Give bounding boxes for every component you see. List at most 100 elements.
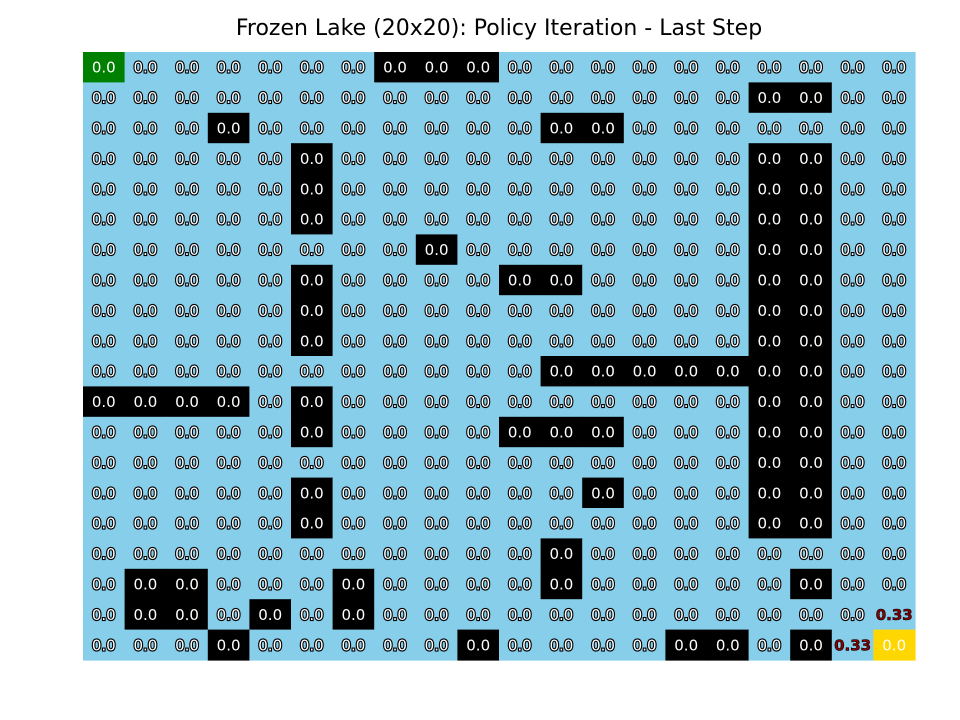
frozen-cell — [457, 143, 500, 175]
hole-cell — [582, 416, 625, 448]
frozen-cell — [207, 568, 250, 600]
cell-value-label: 0.0 — [466, 332, 490, 350]
frozen-cell — [332, 629, 375, 661]
cell-value-label: 0.0 — [258, 484, 282, 502]
cell-value-label: 0.0 — [591, 332, 615, 350]
cell-value-label: 0.0 — [633, 576, 657, 594]
cell-value-label: 0.0 — [716, 576, 740, 594]
hole-cell — [748, 82, 791, 114]
frozen-cell — [166, 52, 209, 83]
frozen-cell — [332, 264, 375, 296]
frozen-cell — [332, 204, 375, 235]
frozen-cell — [457, 508, 500, 539]
frozen-cell — [748, 599, 791, 631]
cell-value-label: 0.0 — [841, 545, 865, 563]
cell-value-label: 0.0 — [591, 454, 615, 472]
cell-value-label: 0.0 — [133, 302, 157, 320]
frozen-cell — [291, 52, 334, 83]
cell-value-label: 0.0 — [882, 89, 906, 107]
frozen-cell — [291, 112, 334, 144]
frozen-cell — [623, 295, 666, 327]
frozen-cell — [83, 112, 126, 144]
frozen-cell — [499, 143, 542, 175]
frozen-cell — [873, 447, 916, 479]
cell-value-label: 0.0 — [508, 241, 532, 259]
frozen-cell — [623, 416, 666, 448]
cell-value-label: 0.0 — [425, 545, 449, 563]
cell-value-label: 0.0 — [757, 576, 781, 594]
hole-cell — [623, 356, 666, 387]
cell-value-label: 0.33 — [834, 636, 871, 654]
frozen-cell — [831, 234, 874, 266]
cell-value-label: 0.0 — [217, 180, 241, 198]
cell-value-label: 0.0 — [466, 484, 490, 502]
hole-cell — [582, 112, 625, 144]
cell-value-label: 0.0 — [508, 606, 532, 624]
frozen-cell — [83, 538, 126, 570]
frozen-cell — [831, 325, 874, 357]
cell-value-label: 0.0 — [882, 363, 906, 381]
frozen-cell — [207, 599, 250, 631]
frozen-cell — [374, 477, 417, 509]
frozen-cell — [582, 568, 625, 600]
frozen-cell — [166, 538, 209, 570]
hole-cell — [291, 204, 334, 235]
cell-value-label: 0.0 — [799, 484, 823, 502]
cell-value-label: 0.0 — [258, 180, 282, 198]
frozen-cell — [831, 416, 874, 448]
cell-value-label: 0.0 — [383, 363, 407, 381]
cell-value-label: 0.0 — [757, 424, 781, 442]
frozen-cell — [83, 416, 126, 448]
frozen-cell — [291, 599, 334, 631]
frozen-cell — [415, 508, 458, 539]
frozen-cell — [166, 356, 209, 387]
cell-value-label: 0.0 — [258, 150, 282, 168]
frozen-cell — [291, 447, 334, 479]
hole-cell — [748, 204, 791, 235]
hole-cell — [790, 416, 833, 448]
cell-value-label: 0.0 — [882, 180, 906, 198]
frozen-cell — [415, 599, 458, 631]
chart-title: Frozen Lake (20x20): Policy Iteration - … — [235, 16, 763, 41]
frozen-cell — [457, 264, 500, 296]
cell-value-label: 0.0 — [300, 59, 324, 77]
frozen-cell — [540, 82, 583, 114]
cell-value-label: 0.0 — [549, 59, 573, 77]
hole-cell — [291, 416, 334, 448]
cell-value-label: 0.0 — [175, 424, 199, 442]
cell-value-label: 0.0 — [799, 545, 823, 563]
frozen-cell — [457, 568, 500, 600]
cell-value-label: 0.0 — [133, 363, 157, 381]
cell-value-label: 0.0 — [508, 211, 532, 229]
cell-value-label: 0.0 — [549, 272, 573, 290]
frozen-cell — [831, 568, 874, 600]
frozen-cell — [124, 356, 167, 387]
cell-value-label: 0.0 — [674, 332, 698, 350]
cell-value-label: 0.0 — [425, 484, 449, 502]
cell-value-label: 0.0 — [383, 120, 407, 138]
cell-value-label: 0.0 — [882, 454, 906, 472]
frozen-cell — [831, 356, 874, 387]
frozen-cell — [124, 234, 167, 266]
cell-value-label: 0.0 — [217, 576, 241, 594]
hole-cell — [415, 234, 458, 266]
cell-value-label: 0.0 — [716, 211, 740, 229]
frozen-cell — [665, 143, 708, 175]
hole-cell — [83, 386, 126, 418]
cell-value-label: 0.0 — [549, 515, 573, 533]
cell-value-label: 0.0 — [258, 606, 282, 624]
cell-value-label: 0.0 — [175, 515, 199, 533]
frozen-cell — [124, 204, 167, 235]
cell-value-label: 0.0 — [716, 606, 740, 624]
frozen-cell — [623, 234, 666, 266]
frozen-cell — [623, 82, 666, 114]
frozen-cell — [374, 143, 417, 175]
cell-value-label: 0.0 — [633, 484, 657, 502]
cell-value-label: 0.0 — [175, 180, 199, 198]
frozen-cell — [665, 234, 708, 266]
cell-value-label: 0.0 — [549, 545, 573, 563]
frozen-cell — [540, 204, 583, 235]
hole-cell — [207, 386, 250, 418]
cell-value-label: 0.0 — [633, 59, 657, 77]
frozen-cell — [582, 204, 625, 235]
